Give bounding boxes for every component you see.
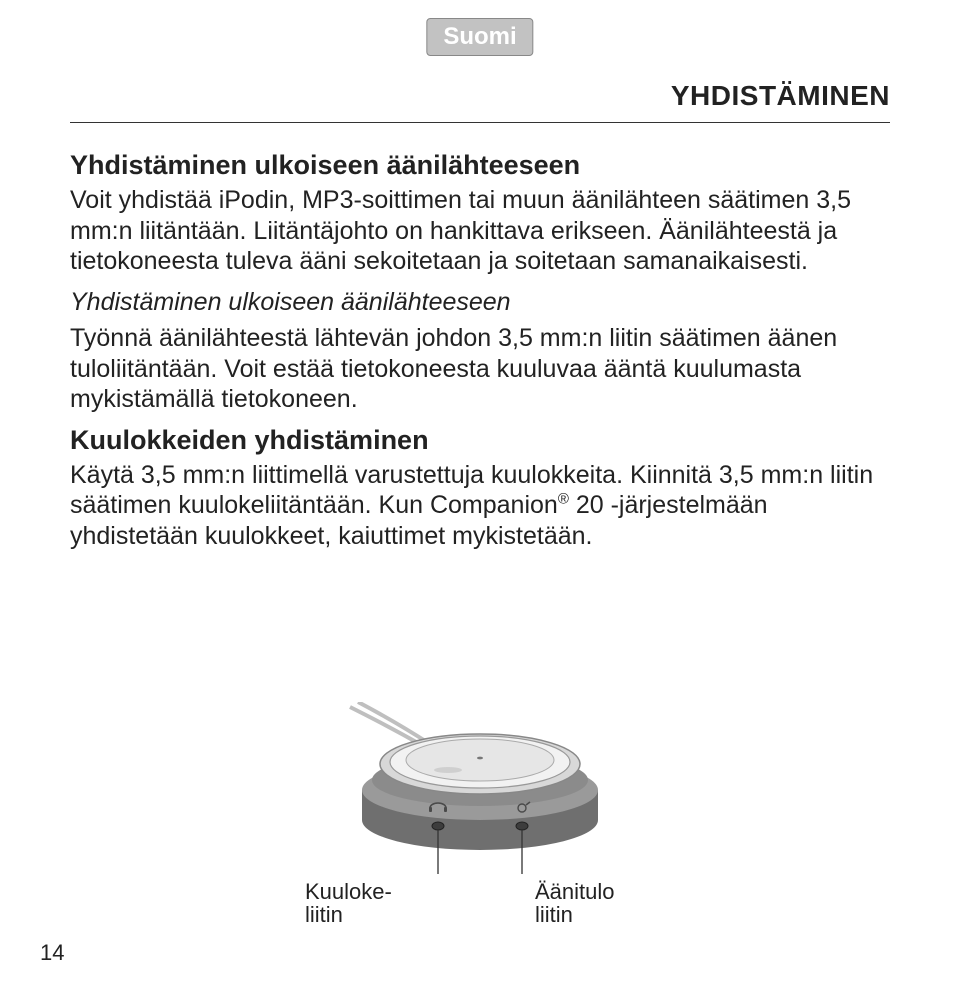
- registered-mark: ®: [558, 491, 569, 508]
- paragraph-2: Työnnä äänilähteestä lähtevän johdon 3,5…: [70, 323, 890, 415]
- device-diagram: [0, 702, 960, 942]
- paragraph-3: Käytä 3,5 mm:n liittimellä varustettuja …: [70, 460, 890, 552]
- section-label: YHDISTÄMINEN: [671, 80, 890, 112]
- callout-left-line1: Kuuloke-: [305, 879, 392, 904]
- content-body: Yhdistäminen ulkoiseen äänilähteeseen Vo…: [70, 150, 890, 561]
- callout-right-line2: liitin: [535, 902, 573, 927]
- page-number: 14: [40, 940, 64, 966]
- subheading-italic: Yhdistäminen ulkoiseen äänilähteeseen: [70, 287, 890, 318]
- callout-right-line1: Äänitulo: [535, 879, 615, 904]
- heading-headphones: Kuulokkeiden yhdistäminen: [70, 425, 890, 456]
- paragraph-1: Voit yhdistää iPodin, MP3-soittimen tai …: [70, 185, 890, 277]
- callout-left-line2: liitin: [305, 902, 343, 927]
- controller-illustration: [330, 702, 630, 882]
- language-badge: Suomi: [426, 18, 533, 56]
- heading-connect-external: Yhdistäminen ulkoiseen äänilähteeseen: [70, 150, 890, 181]
- callout-audio-in-jack: Äänitulo liitin: [535, 880, 655, 926]
- callout-headphone-jack: Kuuloke- liitin: [305, 880, 425, 926]
- header-rule: [70, 122, 890, 123]
